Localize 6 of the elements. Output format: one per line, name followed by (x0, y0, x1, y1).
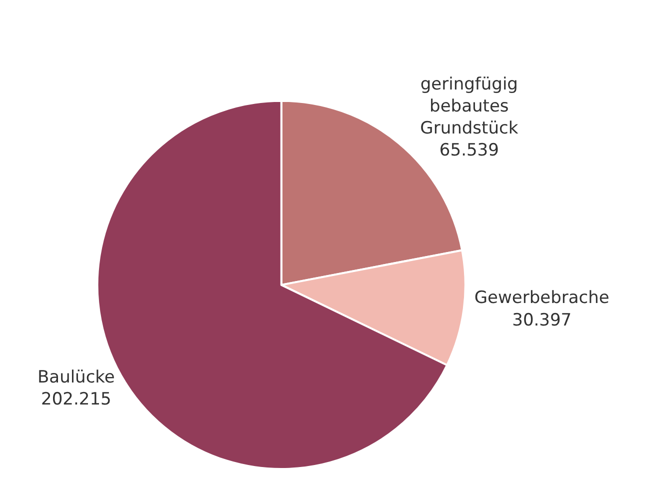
slice-label: Baulücke (37, 368, 115, 388)
data-label: 202.215 (41, 390, 112, 410)
data-label: 65.539 (439, 140, 499, 161)
slice-label: geringfügig bebautes Grundstück (420, 74, 518, 138)
data-label: 30.397 (512, 310, 572, 330)
slice-label: Gewerbebrache (474, 288, 610, 308)
